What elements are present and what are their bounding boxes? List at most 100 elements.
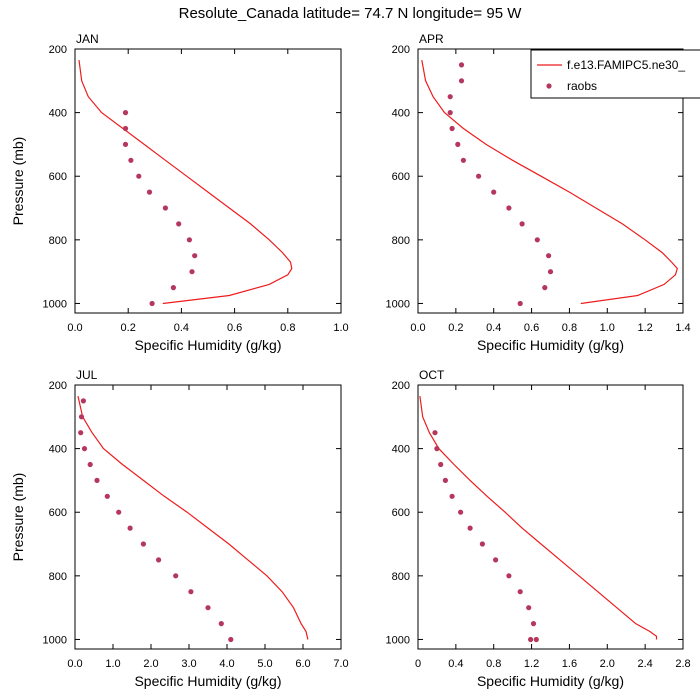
y-axis-label: Pressure (mb): [10, 137, 26, 226]
raobs-point: [517, 300, 523, 307]
y-tick-label: 1000: [43, 634, 67, 646]
raobs-point: [460, 157, 466, 163]
y-tick-label: 200: [392, 44, 410, 56]
raobs-point: [173, 573, 179, 579]
x-tick-label: 0.0: [410, 322, 425, 334]
raobs-point: [432, 430, 438, 436]
raobs-point: [122, 125, 129, 132]
raobs-point: [78, 430, 84, 436]
model-line: [78, 60, 293, 305]
raobs-point: [228, 636, 234, 643]
raobs-point: [122, 110, 129, 116]
x-tick-label: 0.8: [280, 322, 295, 334]
panel-label: OCT: [419, 368, 445, 382]
raobs-point: [176, 221, 182, 227]
raobs-point: [476, 173, 482, 179]
x-tick-label: 3.0: [181, 658, 196, 670]
y-tick-label: 600: [392, 507, 410, 519]
y-tick-label: 600: [49, 507, 67, 519]
legend-label-model: f.e13.FAMIPC5.ne30_: [567, 58, 685, 72]
x-tick-label: 0.4: [486, 322, 501, 334]
panel-apr: APR 0.0 0.2 0.4 0.6 0.8 1.0 1.2 1.4 200 400 600 800 1…: [386, 32, 700, 353]
panel-jul: JUL 0.0 1.0 2.0 3.0 4.0 5.0 6.0 7.0 200 400 600 800 1…: [10, 368, 349, 689]
raobs-point: [94, 477, 100, 483]
raobs-point: [493, 557, 499, 563]
raobs-point: [449, 493, 455, 499]
x-tick-label: 0.8: [562, 322, 577, 334]
legend: f.e13.FAMIPC5.ne30_raobs: [530, 49, 700, 99]
x-tick-label: 1.6: [562, 658, 577, 670]
raobs-point: [104, 493, 110, 499]
panel-label: APR: [419, 32, 444, 46]
x-tick-label: 0.4: [448, 658, 463, 670]
y-tick-label: 400: [392, 444, 410, 456]
legend-box: [530, 49, 700, 99]
model-line: [77, 395, 309, 640]
raobs-point: [186, 237, 192, 243]
y-tick-label: 800: [49, 235, 67, 247]
raobs-point: [434, 446, 440, 452]
raobs-point: [530, 621, 537, 627]
raobs-point: [128, 157, 134, 163]
raobs-point: [170, 285, 176, 291]
raobs-point: [534, 237, 540, 243]
x-tick-label: 1.0: [600, 322, 615, 334]
x-tick-label: 2.4: [637, 658, 652, 670]
raobs-point: [467, 525, 473, 531]
x-tick-label: 0: [415, 658, 421, 670]
y-tick-label: 600: [49, 171, 67, 183]
panel-oct: OCT 0 0.4 0.8 1.2 1.6 2.0 2.4 2.8 200 400 600 800 100…: [386, 368, 691, 689]
raobs-point: [156, 557, 162, 563]
raobs-point: [218, 621, 224, 627]
x-axis-label: Specific Humidity (g/kg): [477, 337, 624, 353]
raobs-point: [506, 205, 512, 211]
raobs-point: [205, 605, 211, 611]
x-tick-label: 6.0: [295, 658, 310, 670]
raobs-point: [542, 285, 548, 291]
panel-label: JAN: [76, 32, 99, 46]
plot-frame: [74, 384, 342, 650]
plot-area: [78, 60, 293, 307]
plot-area: [421, 59, 678, 307]
y-tick-label: 1000: [43, 298, 67, 310]
panel-label: JUL: [76, 368, 98, 382]
x-tick-label: 0.2: [121, 322, 136, 334]
raobs-point: [192, 253, 198, 259]
x-tick-label: 2.0: [600, 658, 615, 670]
x-tick-label: 1.4: [675, 322, 690, 334]
x-tick-label: 1.0: [333, 322, 348, 334]
y-axis-label: Pressure (mb): [10, 473, 26, 562]
y-tick-label: 400: [49, 108, 67, 120]
raobs-point: [140, 541, 146, 547]
raobs-point: [80, 398, 86, 404]
y-tick-label: 200: [49, 44, 67, 56]
raobs-point: [438, 461, 444, 468]
x-tick-label: 2.8: [675, 658, 690, 670]
plot-area: [419, 396, 658, 643]
x-tick-label: 1.0: [105, 658, 120, 670]
raobs-point: [506, 573, 512, 579]
raobs-point: [78, 414, 85, 420]
y-tick-label: 400: [49, 444, 67, 456]
raobs-point: [458, 78, 465, 84]
x-tick-label: 0.6: [227, 322, 242, 334]
raobs-point: [526, 605, 532, 611]
model-line: [419, 396, 658, 640]
x-tick-label: 1.2: [637, 322, 652, 334]
y-tick-label: 800: [392, 571, 410, 583]
y-tick-label: 600: [392, 171, 410, 183]
x-axis-label: Specific Humidity (g/kg): [134, 673, 281, 689]
raobs-point: [136, 173, 142, 179]
x-tick-label: 0.2: [448, 322, 463, 334]
x-tick-label: 2.0: [143, 658, 158, 670]
raobs-point: [81, 446, 88, 452]
x-axis-label: Specific Humidity (g/kg): [134, 337, 281, 353]
x-tick-label: 4.0: [219, 658, 234, 670]
raobs-point: [447, 94, 453, 100]
raobs-point: [447, 110, 453, 116]
y-tick-label: 400: [392, 108, 410, 120]
raobs-point: [479, 541, 485, 547]
plot-frame: [417, 48, 684, 314]
raobs-point: [455, 141, 461, 147]
